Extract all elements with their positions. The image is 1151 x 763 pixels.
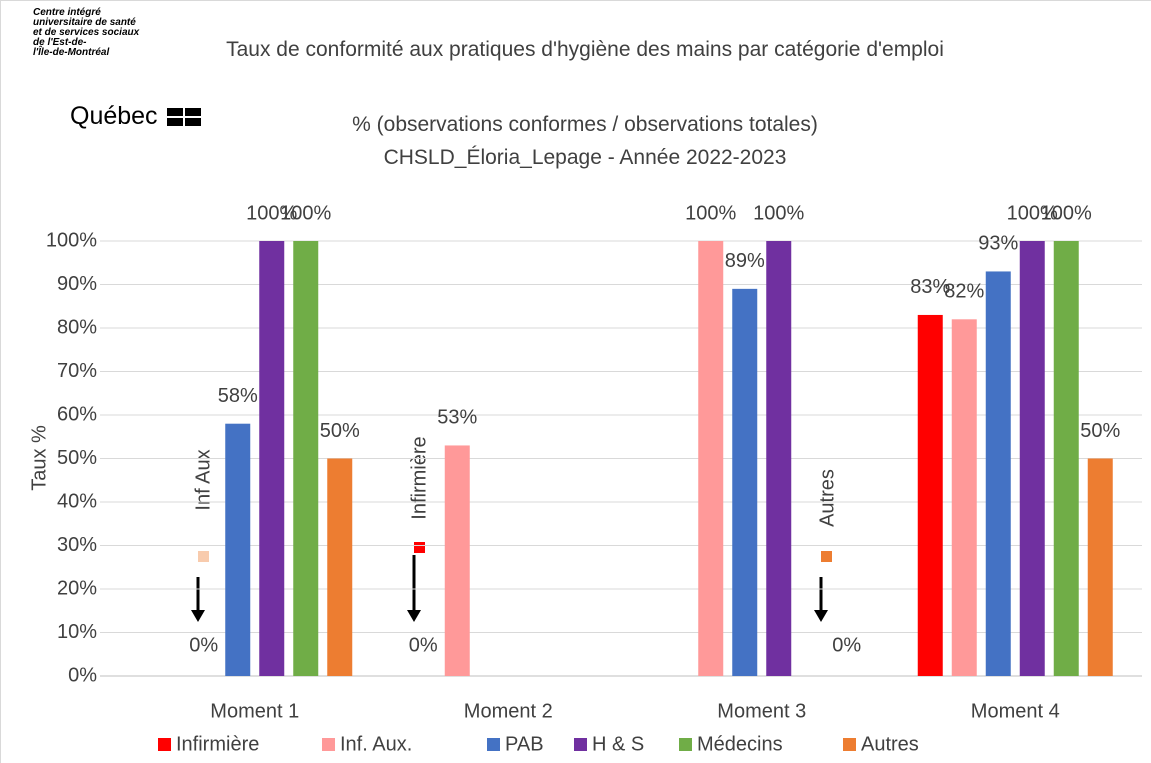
bar <box>732 288 758 676</box>
data-label: 100% <box>1007 202 1058 224</box>
bar <box>444 445 470 676</box>
annotation-marker <box>414 542 425 553</box>
data-label: 50% <box>1080 420 1120 442</box>
annotation-arrow <box>191 610 205 622</box>
logo-word: Québec <box>70 102 158 130</box>
bar <box>1053 241 1079 676</box>
y-tick-label: 20% <box>57 577 97 599</box>
chart-subtitle: % (observations conformes / observations… <box>352 113 818 136</box>
data-label: 100% <box>685 202 736 224</box>
data-label: 82% <box>944 281 984 303</box>
legend-label: H & S <box>592 733 644 755</box>
annotation-marker <box>198 551 209 562</box>
data-label: 100% <box>753 202 804 224</box>
annotation: Inf Aux <box>192 449 214 510</box>
bar <box>917 314 943 676</box>
y-tick-label: 40% <box>57 490 97 512</box>
data-label: 0% <box>409 634 438 656</box>
x-tick-label: Moment 4 <box>971 700 1060 722</box>
logo-flag <box>166 108 201 127</box>
logo: Centre intégré universitaire de santé et… <box>33 8 153 58</box>
annotation: Infirmière <box>408 436 430 519</box>
bar <box>985 271 1011 676</box>
y-tick-label: 80% <box>57 316 97 338</box>
y-tick-label: 0% <box>68 664 97 686</box>
legend-label: Inf. Aux. <box>340 733 412 755</box>
legend-swatch <box>679 738 692 751</box>
logo-line: Centre intégré <box>33 7 101 18</box>
chart-title: Taux de conformité aux pratiques d'hygiè… <box>226 38 944 61</box>
legend-swatch <box>843 738 856 751</box>
data-label: 89% <box>725 250 765 272</box>
logo-line: universitaire de santé <box>33 17 136 28</box>
x-tick-label: Moment 1 <box>210 700 299 722</box>
y-tick-label: 10% <box>57 621 97 643</box>
chart-subtitle: CHSLD_Éloria_Lepage - Année 2022-2023 <box>383 146 787 169</box>
annotation-arrow <box>407 610 421 622</box>
data-label: 50% <box>320 420 360 442</box>
legend-label: Médecins <box>697 733 783 755</box>
data-label: 93% <box>978 233 1018 255</box>
bar <box>1019 241 1045 676</box>
y-tick-label: 100% <box>46 229 97 251</box>
y-tick-label: 30% <box>57 534 97 556</box>
legend-swatch <box>487 738 500 751</box>
bar <box>766 241 792 676</box>
data-label: 83% <box>910 276 950 298</box>
data-label: 0% <box>189 634 218 656</box>
bar <box>225 423 251 676</box>
bar <box>327 458 353 676</box>
y-tick-label: 60% <box>57 403 97 425</box>
annotation-arrow <box>814 610 828 622</box>
bar <box>293 241 319 676</box>
data-label: 53% <box>437 407 477 429</box>
legend-label: Infirmière <box>176 733 259 755</box>
logo-quebec: Québec <box>70 102 205 131</box>
y-tick-label: 70% <box>57 360 97 382</box>
legend-label: Autres <box>861 733 919 755</box>
data-label: 58% <box>218 385 258 407</box>
logo-line: de l'Est-de- <box>33 37 87 48</box>
y-tick-label: 90% <box>57 273 97 295</box>
x-tick-label: Moment 3 <box>717 700 806 722</box>
annotation-marker <box>821 551 832 562</box>
data-label: 100% <box>246 202 297 224</box>
x-tick-label: Moment 2 <box>464 700 553 722</box>
legend-swatch <box>574 738 587 751</box>
data-label: 0% <box>832 634 861 656</box>
legend-label: PAB <box>505 733 544 755</box>
bar <box>951 319 977 676</box>
bar <box>1087 458 1113 676</box>
bar <box>259 241 285 676</box>
data-label: 100% <box>280 202 331 224</box>
y-axis-label: Taux % <box>28 425 50 491</box>
logo-line: et de services sociaux <box>33 27 140 38</box>
y-tick-label: 50% <box>57 447 97 469</box>
annotation: Autres <box>816 469 838 527</box>
data-label: 100% <box>1041 202 1092 224</box>
logo-line: l'Île-de-Montréal <box>33 47 110 58</box>
legend-swatch <box>322 738 335 751</box>
legend-swatch <box>158 738 171 751</box>
bar <box>698 241 724 676</box>
